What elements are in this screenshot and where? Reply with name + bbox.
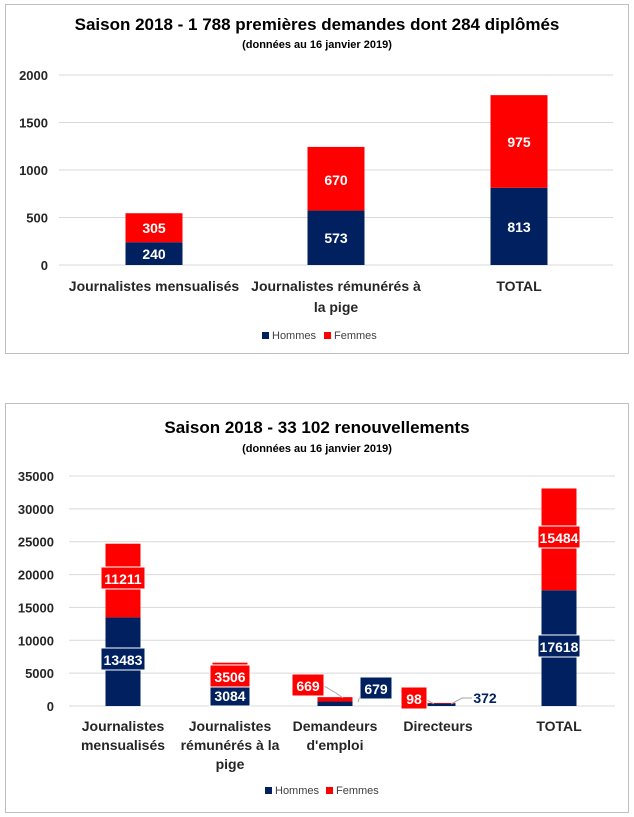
x-category-label: mensualisés — [81, 737, 165, 753]
data-label: 670 — [324, 172, 348, 188]
y-tick-label: 2000 — [19, 68, 48, 83]
data-label-box — [291, 673, 325, 697]
data-label-box — [100, 566, 146, 590]
x-category-label: d'emploi — [307, 737, 364, 753]
x-category-label: TOTAL — [496, 278, 542, 294]
data-label: 573 — [324, 230, 348, 246]
data-label: 15484 — [540, 530, 579, 546]
data-label-box — [100, 647, 146, 671]
bar-femmes — [317, 697, 353, 702]
data-label-leader — [450, 697, 472, 705]
data-label: 372 — [473, 690, 497, 706]
y-tick-label: 5000 — [25, 666, 54, 681]
x-category-label: pige — [216, 756, 245, 772]
legend-label: Hommes — [272, 330, 317, 342]
x-category-label: Journalistes rémunérés à — [251, 278, 421, 294]
bar-hommes — [420, 703, 456, 706]
legend-swatch — [265, 787, 272, 794]
chart-subtitle: (données au 16 janvier 2019) — [242, 39, 392, 51]
y-tick-label: 1000 — [19, 163, 48, 178]
x-category-label: rémunérés à la — [181, 737, 280, 753]
chart-renouvellements: 0 5000 10000 15000 20000 25000 30000 35000 Journ… — [18, 469, 615, 797]
y-tick-label: 25000 — [18, 535, 54, 550]
chart-premieres-demandes: 0 500 1000 1500 2000 Journalistes mensualisés… — [19, 68, 613, 342]
data-label-leader — [323, 685, 344, 699]
chart-subtitle: (données au 16 janvier 2019) — [242, 443, 392, 455]
x-category-label: la pige — [314, 299, 359, 315]
x-category-label: TOTAL — [536, 718, 582, 734]
legend-swatch — [262, 332, 269, 339]
bar-femmes — [420, 702, 456, 704]
chart-title: Saison 2018 - 33 102 renouvellements — [164, 418, 470, 437]
data-label: 679 — [364, 681, 388, 697]
data-label-leader — [426, 699, 435, 705]
x-category-label: Journalistes mensualisés — [69, 278, 240, 294]
data-label: 17618 — [540, 639, 579, 655]
chart-title: Saison 2018 - 1 788 premières demandes d… — [74, 15, 560, 34]
data-label: 3506 — [214, 669, 245, 685]
legend-label: Femmes — [334, 330, 377, 342]
bar-hommes — [307, 210, 365, 265]
legend-swatch — [326, 787, 333, 794]
y-tick-label: 20000 — [18, 568, 54, 583]
y-tick-label: 0 — [41, 258, 48, 273]
y-tick-label: 0 — [47, 699, 54, 714]
data-label: 305 — [142, 220, 166, 236]
y-tick-label: 15000 — [18, 600, 54, 615]
legend-swatch — [324, 332, 331, 339]
y-tick-label: 30000 — [18, 502, 54, 517]
legend-label: Hommes — [275, 785, 320, 797]
x-category-label: Demandeurs — [293, 718, 378, 734]
chart-panel-premieres-demandes: Saison 2018 - 1 788 premières demandes d… — [5, 4, 629, 354]
y-tick-label: 10000 — [18, 633, 54, 648]
bar-hommes — [317, 701, 353, 706]
x-category-label: Journalistes — [82, 718, 165, 734]
data-label-box — [537, 634, 581, 658]
data-label-box — [400, 686, 428, 710]
data-label: 13483 — [104, 652, 143, 668]
x-category-label: Journalistes — [189, 718, 272, 734]
y-tick-label: 35000 — [18, 469, 54, 484]
legend-label: Femmes — [336, 785, 379, 797]
data-label: 975 — [507, 134, 531, 150]
chart-panel-renouvellements: Saison 2018 - 33 102 renouvellements (do… — [5, 403, 629, 813]
y-tick-label: 1500 — [19, 116, 48, 131]
data-label: 11211 — [104, 571, 142, 587]
bar-hommes — [125, 242, 183, 265]
data-label: 3084 — [214, 688, 245, 704]
y-tick-label: 500 — [26, 211, 48, 226]
data-label: 98 — [406, 691, 422, 707]
bar-femmes — [125, 213, 183, 243]
data-label-box — [359, 676, 393, 700]
x-category-label: Directeurs — [403, 718, 472, 734]
data-label-box — [537, 525, 581, 549]
data-label: 240 — [142, 246, 166, 262]
bar-femmes — [490, 95, 548, 188]
data-label-box — [209, 664, 251, 688]
data-label: 669 — [296, 678, 320, 694]
data-label: 813 — [507, 219, 531, 235]
bar-femmes — [307, 146, 365, 211]
bar-hommes — [490, 187, 548, 265]
